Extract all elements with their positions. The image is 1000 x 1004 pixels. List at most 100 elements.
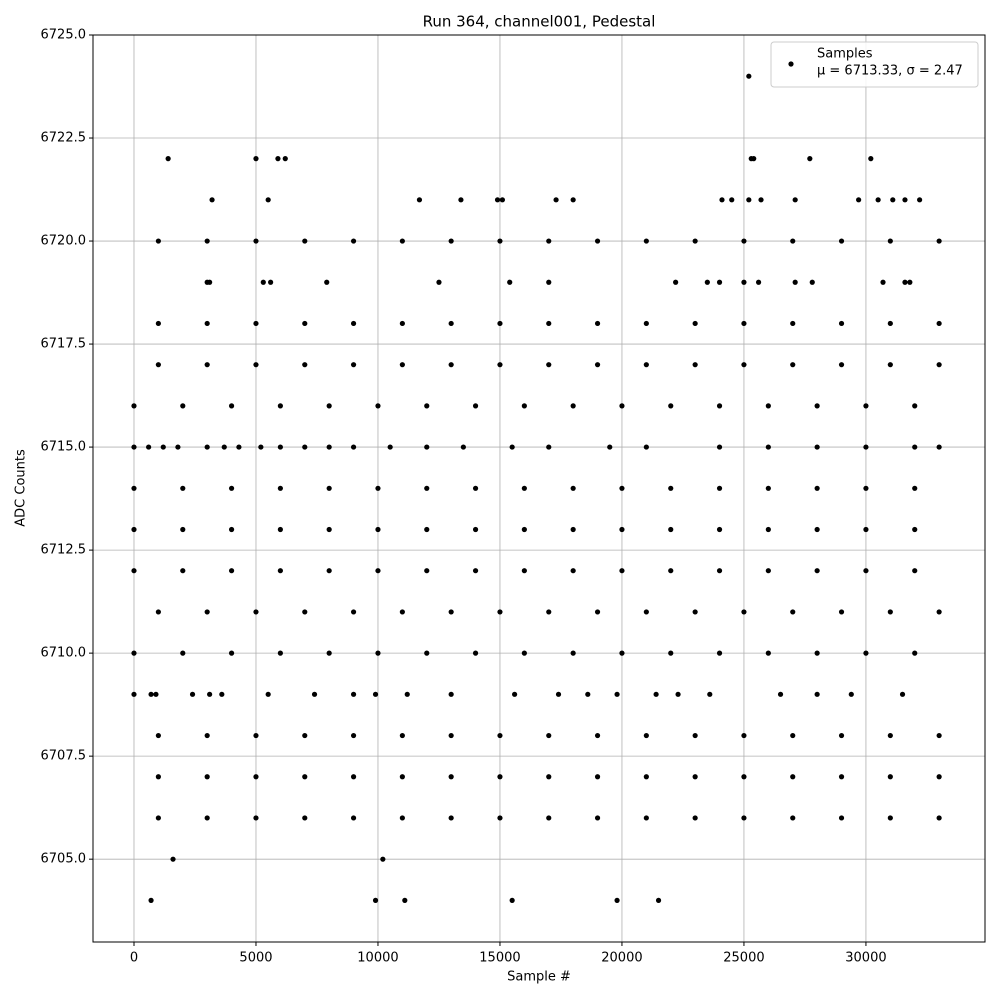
y-tick-label: 6705.0 bbox=[41, 852, 87, 867]
point bbox=[765, 403, 771, 409]
point bbox=[729, 197, 735, 203]
point bbox=[790, 774, 796, 780]
point bbox=[887, 815, 893, 821]
point bbox=[131, 526, 137, 533]
point bbox=[375, 650, 381, 656]
x-axis-label: Sample # bbox=[507, 970, 571, 985]
point bbox=[509, 897, 515, 903]
y-axis-label: ADC Counts bbox=[14, 449, 29, 527]
point bbox=[692, 774, 698, 780]
point bbox=[372, 691, 379, 697]
point bbox=[497, 320, 503, 327]
point bbox=[170, 856, 176, 862]
point bbox=[131, 403, 137, 409]
legend-marker bbox=[788, 61, 794, 67]
point bbox=[912, 485, 918, 491]
point bbox=[790, 362, 796, 368]
point bbox=[521, 403, 527, 409]
x-tick-label: 20000 bbox=[601, 951, 642, 966]
point bbox=[936, 609, 942, 615]
point bbox=[472, 650, 479, 656]
point bbox=[253, 732, 259, 739]
point bbox=[350, 774, 357, 780]
point bbox=[497, 238, 503, 244]
point bbox=[614, 897, 620, 903]
point bbox=[936, 444, 942, 450]
point bbox=[277, 444, 283, 450]
point bbox=[497, 815, 503, 821]
point bbox=[424, 403, 430, 409]
point bbox=[497, 362, 503, 368]
point bbox=[619, 650, 625, 656]
point bbox=[838, 815, 845, 821]
point bbox=[741, 362, 747, 368]
point bbox=[277, 526, 283, 533]
y-tick-label: 6707.5 bbox=[41, 749, 87, 764]
point bbox=[375, 403, 381, 409]
x-tick-label: 5000 bbox=[239, 951, 272, 966]
point bbox=[863, 568, 869, 574]
point bbox=[614, 691, 620, 697]
point bbox=[375, 526, 381, 533]
y-tick-label: 6712.5 bbox=[41, 543, 87, 558]
point bbox=[643, 362, 649, 368]
point bbox=[189, 691, 196, 697]
x-tick-label: 25000 bbox=[723, 951, 764, 966]
point bbox=[863, 650, 869, 656]
point bbox=[546, 238, 552, 244]
point bbox=[497, 732, 503, 739]
point bbox=[236, 444, 242, 450]
point bbox=[719, 197, 725, 203]
point bbox=[643, 774, 649, 780]
point bbox=[326, 485, 332, 491]
point bbox=[204, 238, 210, 244]
point bbox=[302, 815, 308, 821]
point bbox=[204, 732, 210, 739]
point bbox=[838, 732, 845, 739]
point bbox=[777, 691, 784, 697]
point bbox=[302, 362, 308, 368]
point bbox=[792, 279, 798, 285]
point bbox=[350, 609, 357, 615]
point bbox=[302, 444, 308, 450]
point bbox=[424, 526, 430, 533]
point bbox=[707, 691, 713, 697]
point bbox=[546, 609, 552, 615]
point bbox=[521, 526, 527, 533]
point bbox=[546, 815, 552, 821]
point bbox=[521, 650, 527, 656]
point bbox=[399, 732, 405, 739]
point bbox=[741, 279, 747, 285]
point bbox=[131, 650, 137, 656]
point bbox=[643, 320, 649, 327]
point bbox=[790, 238, 796, 244]
point bbox=[155, 238, 161, 244]
x-tick-label: 15000 bbox=[479, 951, 520, 966]
point bbox=[507, 279, 513, 285]
point bbox=[302, 732, 308, 739]
point bbox=[643, 609, 649, 615]
point bbox=[387, 444, 393, 450]
point bbox=[146, 444, 152, 450]
point bbox=[350, 362, 357, 368]
y-tick-label: 6720.0 bbox=[41, 234, 87, 249]
point bbox=[936, 320, 942, 327]
point bbox=[311, 691, 318, 697]
point bbox=[277, 403, 283, 409]
point bbox=[716, 650, 723, 656]
point bbox=[838, 362, 845, 368]
point bbox=[253, 238, 259, 244]
point bbox=[619, 526, 625, 533]
point bbox=[765, 568, 771, 574]
point bbox=[570, 197, 576, 203]
point bbox=[912, 526, 918, 533]
point bbox=[219, 691, 225, 697]
point bbox=[302, 238, 308, 244]
plot-frame bbox=[92, 34, 986, 943]
point bbox=[936, 815, 942, 821]
point bbox=[372, 897, 379, 903]
point bbox=[875, 197, 881, 203]
point bbox=[180, 526, 186, 533]
point bbox=[253, 320, 259, 327]
point bbox=[814, 526, 820, 533]
